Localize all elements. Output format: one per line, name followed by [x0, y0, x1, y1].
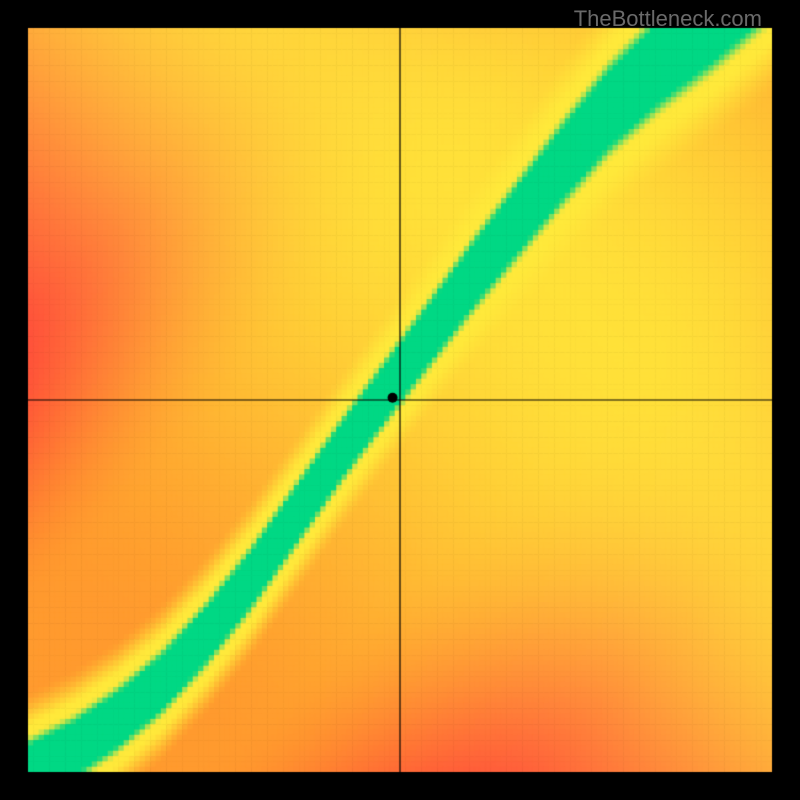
chart-container: TheBottleneck.com [0, 0, 800, 800]
heatmap-canvas [0, 0, 800, 800]
watermark-text: TheBottleneck.com [574, 6, 762, 32]
